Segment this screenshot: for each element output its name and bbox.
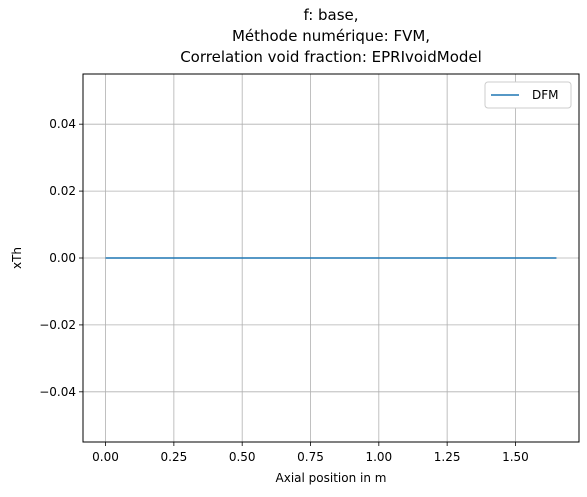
chart-title: f: base, Méthode numérique: FVM, Correla… [180, 6, 482, 66]
title-line-1: f: base, [303, 6, 358, 24]
x-tick-label: 0.25 [161, 450, 188, 464]
y-tick-label: 0.04 [49, 117, 76, 131]
legend: DFM [484, 81, 572, 109]
y-tick-label: −0.04 [39, 385, 76, 399]
x-tick-label: 1.25 [434, 450, 461, 464]
axis-ticks: 0.00 0.25 0.50 0.75 1.00 1.25 1.50 0.04 0.02 0.00… [39, 117, 529, 464]
x-axis-label: Axial position in m [276, 471, 387, 485]
x-tick-label: 0.00 [92, 450, 119, 464]
legend-box [484, 81, 572, 109]
x-tick-label: 0.75 [297, 450, 324, 464]
x-tick-label: 1.00 [365, 450, 392, 464]
title-line-2: Méthode numérique: FVM, [232, 27, 430, 45]
title-line-3: Correlation void fraction: EPRIvoidModel [180, 48, 482, 66]
y-axis-label: xTh [10, 247, 24, 269]
x-tick-label: 0.50 [229, 450, 256, 464]
y-tick-label: 0.02 [49, 184, 76, 198]
y-tick-label: −0.02 [39, 318, 76, 332]
x-tick-label: 1.50 [502, 450, 529, 464]
y-tick-label: 0.00 [49, 251, 76, 265]
legend-label-dfm: DFM [532, 88, 559, 102]
